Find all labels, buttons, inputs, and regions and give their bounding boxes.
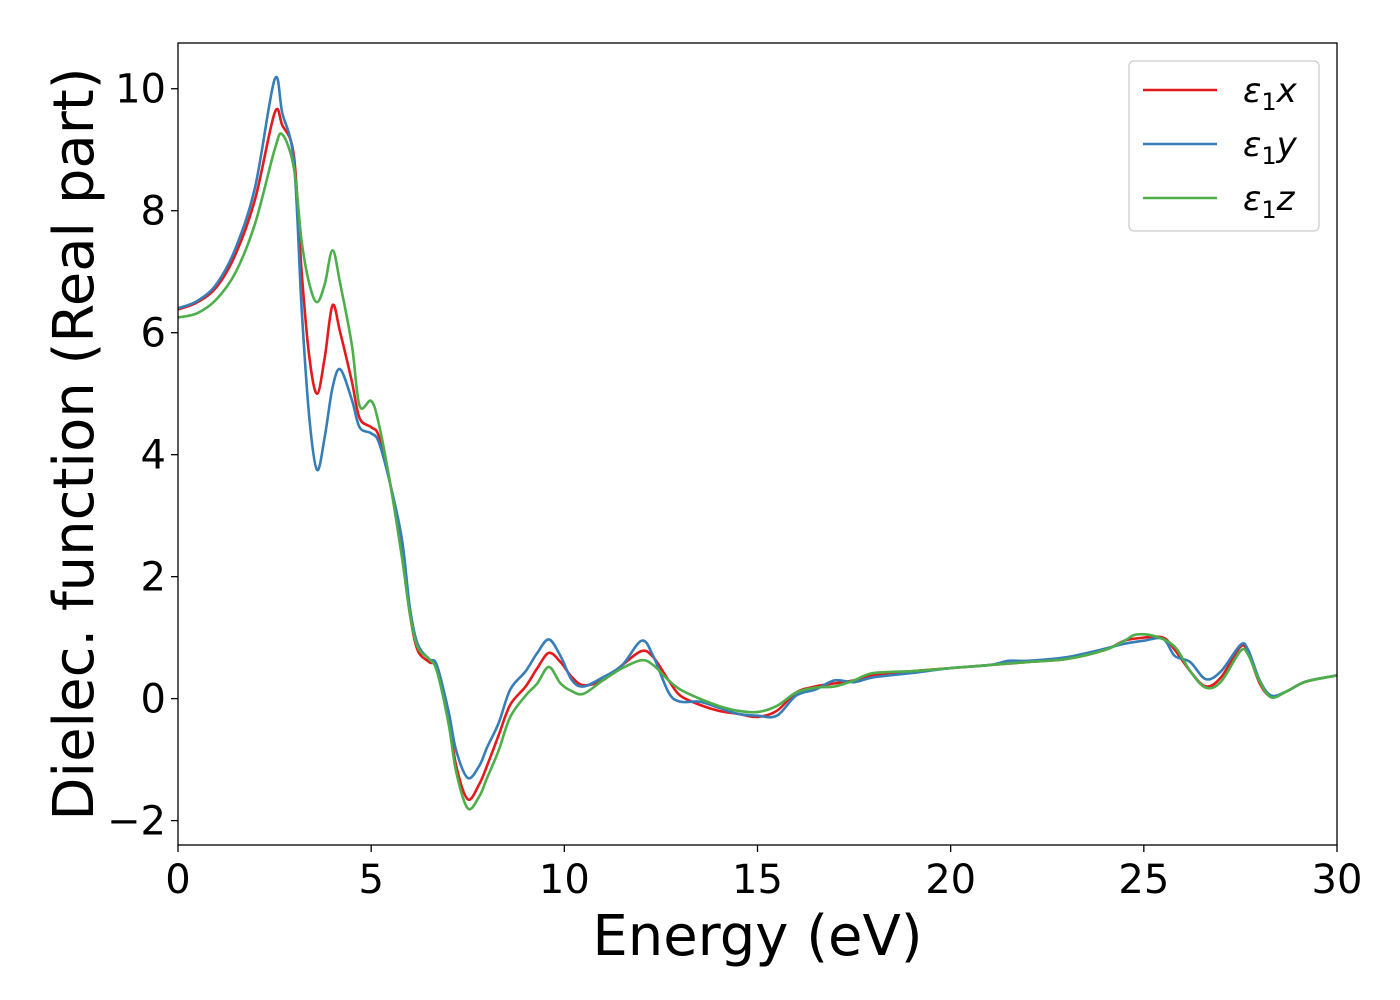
y-tick-label: 0 — [141, 677, 166, 723]
x-axis-title: Energy (eV) — [592, 904, 922, 969]
series-line-z — [178, 132, 1337, 811]
x-tick-label: 15 — [732, 857, 783, 903]
legend: ε1x ε1y ε1z — [1128, 60, 1320, 232]
series-layer — [178, 75, 1337, 811]
x-tick-label: 5 — [358, 857, 383, 903]
series-line-x — [178, 107, 1337, 802]
legend-box — [1128, 60, 1320, 232]
x-tick-label: 20 — [925, 857, 976, 903]
y-axis-title: Dielec. function (Real part) — [42, 67, 107, 820]
x-tick-label: 0 — [165, 857, 190, 903]
legend-label-z: ε1z — [1243, 179, 1296, 224]
y-tick-label: 2 — [141, 555, 166, 601]
y-tick-label: 4 — [141, 433, 166, 479]
x-tick-label: 25 — [1118, 857, 1169, 903]
x-tick-label: 10 — [539, 857, 590, 903]
ticks-layer: 0 5 10 15 20 25 30 −2 0 2 4 6 8 10 — [107, 67, 1362, 903]
x-tick-label: 30 — [1312, 857, 1363, 903]
legend-label-y: ε1y — [1243, 125, 1298, 170]
legend-label-x: ε1x — [1243, 71, 1298, 116]
series-line-y — [178, 75, 1337, 780]
y-tick-label: −2 — [107, 799, 166, 845]
y-tick-label: 10 — [115, 67, 166, 113]
y-tick-label: 8 — [141, 189, 166, 235]
y-tick-label: 6 — [141, 311, 166, 357]
